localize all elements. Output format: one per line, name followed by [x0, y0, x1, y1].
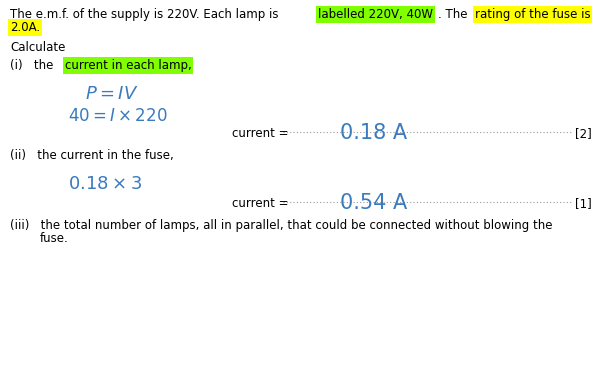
Text: (i)   the: (i) the — [10, 59, 57, 72]
Text: rating of the fuse is: rating of the fuse is — [475, 8, 591, 21]
Text: $\mathit{0.18}\times\mathit{3}$: $\mathit{0.18}\times\mathit{3}$ — [68, 175, 142, 193]
Text: current =: current = — [232, 127, 292, 140]
Text: 0.54 A: 0.54 A — [340, 193, 407, 213]
Text: 0.18 A: 0.18 A — [340, 123, 407, 143]
Text: $\mathit{P}=\mathit{IV}$: $\mathit{P}=\mathit{IV}$ — [85, 85, 139, 103]
Text: current in each lamp,: current in each lamp, — [65, 59, 191, 72]
Text: . The: . The — [438, 8, 471, 21]
Text: The e.m.f. of the supply is 220V. Each lamp is: The e.m.f. of the supply is 220V. Each l… — [10, 8, 282, 21]
Text: $\mathit{40}=\mathit{I}\times\mathit{220}$: $\mathit{40}=\mathit{I}\times\mathit{220… — [68, 107, 167, 125]
Text: fuse.: fuse. — [40, 232, 69, 245]
Text: 2.0A.: 2.0A. — [10, 21, 40, 34]
Text: [2]: [2] — [575, 127, 592, 140]
Text: (ii)   the current in the fuse,: (ii) the current in the fuse, — [10, 149, 174, 162]
Text: labelled 220V, 40W: labelled 220V, 40W — [318, 8, 433, 21]
Text: [1]: [1] — [575, 197, 592, 210]
Text: current =: current = — [232, 197, 292, 210]
Text: Calculate: Calculate — [10, 41, 65, 54]
Text: (iii)   the total number of lamps, all in parallel, that could be connected with: (iii) the total number of lamps, all in … — [10, 219, 553, 232]
